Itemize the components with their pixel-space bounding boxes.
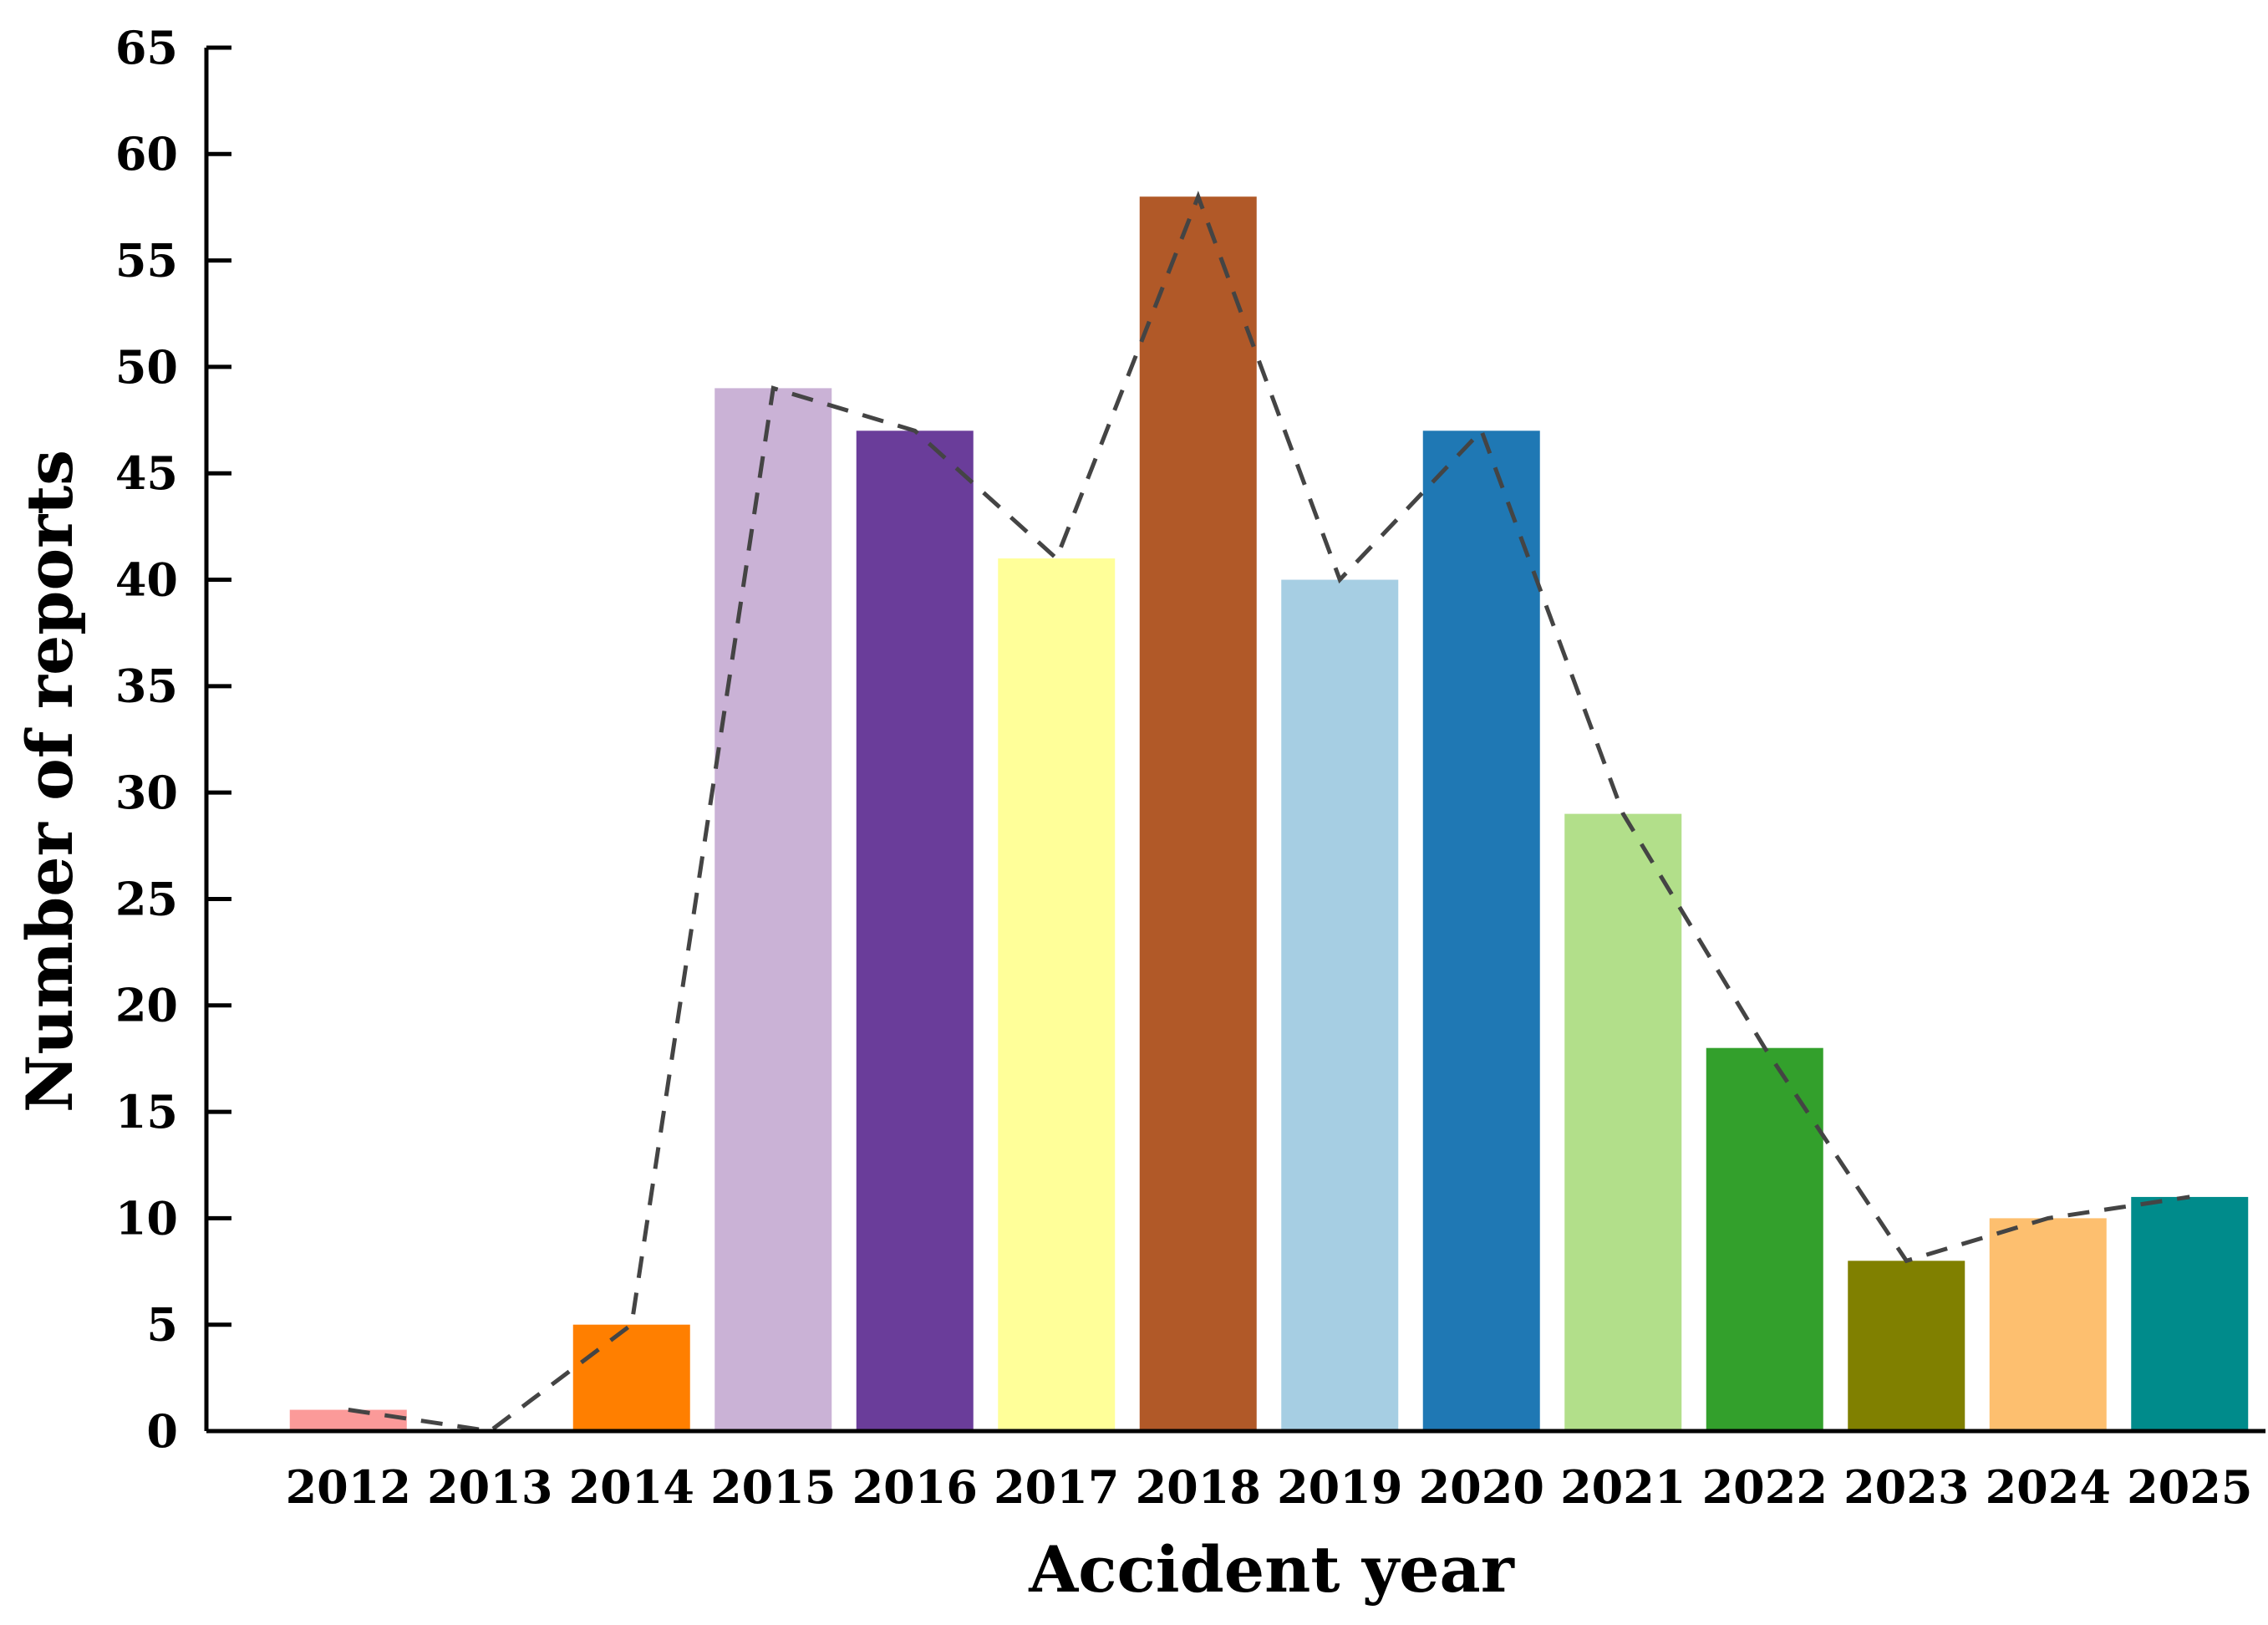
y-tick-label: 0 xyxy=(146,1404,178,1458)
x-tick-label: 2023 xyxy=(1843,1460,1969,1514)
x-tick-label: 2022 xyxy=(1702,1460,1828,1514)
bar-2018 xyxy=(1139,196,1257,1432)
x-tick-label: 2014 xyxy=(569,1460,694,1514)
y-tick-label: 45 xyxy=(115,446,178,500)
y-tick-label: 55 xyxy=(115,234,178,288)
y-ticks-group: 0 5 10 15 20 25 30 35 40 45 50 55 60 65 xyxy=(115,21,231,1458)
x-tick-label: 2013 xyxy=(427,1460,552,1514)
bar-2016 xyxy=(856,430,974,1432)
y-tick-label: 50 xyxy=(115,340,178,394)
x-tick-label: 2012 xyxy=(286,1460,411,1514)
bar-2014 xyxy=(572,1324,690,1431)
bars-group xyxy=(289,196,2249,1432)
x-tick-label: 2025 xyxy=(2127,1460,2252,1514)
x-tick-label: 2016 xyxy=(852,1460,978,1514)
y-tick-label: 20 xyxy=(115,979,178,1032)
x-axis-title: Accident year xyxy=(1028,1532,1514,1607)
bar-2020 xyxy=(1422,430,1540,1432)
x-tick-label: 2015 xyxy=(710,1460,836,1514)
x-ticks-group: 2012 2013 2014 2015 2016 2017 2018 2019 2020 2021… xyxy=(286,1460,2253,1514)
bar-2015 xyxy=(714,388,832,1431)
y-tick-label: 35 xyxy=(115,660,178,713)
y-tick-label: 65 xyxy=(115,21,178,74)
bar-2019 xyxy=(1281,579,1399,1431)
x-tick-label: 2021 xyxy=(1560,1460,1686,1514)
bar-2012 xyxy=(289,1409,407,1431)
bar-2017 xyxy=(998,558,1116,1431)
x-tick-label: 2017 xyxy=(994,1460,1119,1514)
y-tick-label: 30 xyxy=(115,766,178,819)
bar-2022 xyxy=(1706,1047,1823,1431)
y-tick-label: 10 xyxy=(115,1191,178,1245)
x-tick-label: 2024 xyxy=(1986,1460,2111,1514)
y-tick-label: 25 xyxy=(115,872,178,925)
y-tick-label: 15 xyxy=(115,1085,178,1139)
x-tick-label: 2019 xyxy=(1277,1460,1402,1514)
y-axis-title: Number of reports xyxy=(13,450,87,1113)
bar-2024 xyxy=(1989,1218,2107,1431)
bar-2025 xyxy=(2131,1196,2249,1431)
bar-2023 xyxy=(1848,1261,1965,1431)
y-tick-label: 60 xyxy=(115,127,178,181)
y-tick-label: 40 xyxy=(115,553,178,606)
bar-2021 xyxy=(1564,813,1682,1431)
y-tick-label: 5 xyxy=(146,1298,178,1352)
trend-line xyxy=(348,191,2190,1434)
x-tick-label: 2020 xyxy=(1419,1460,1544,1514)
x-tick-label: 2018 xyxy=(1136,1460,1261,1514)
